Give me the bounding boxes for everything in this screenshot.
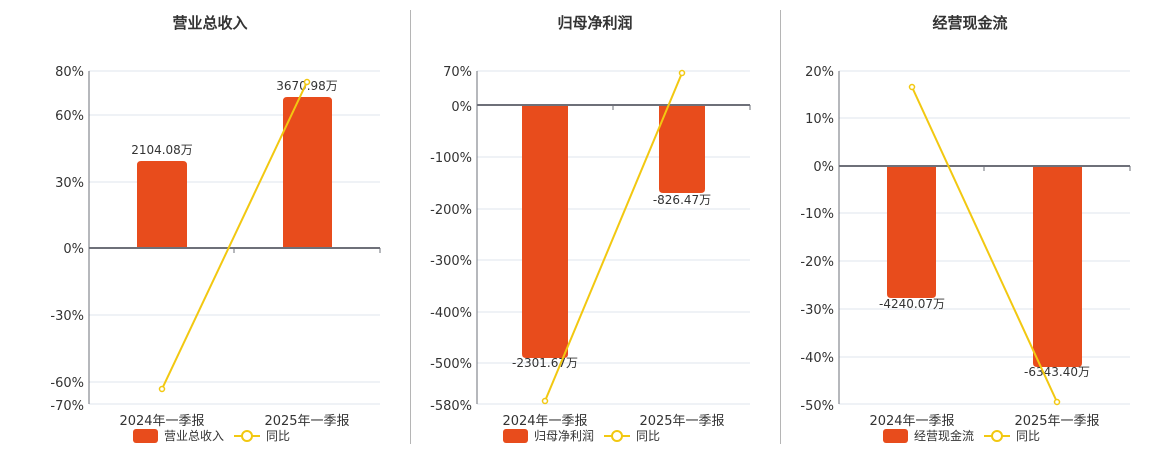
chart-panel-revenue: 营业总收入 80% 60% 30% 0% -30% -60% -70% 2104… — [0, 0, 400, 450]
legend-bar-swatch[interactable] — [133, 428, 158, 443]
yoy-line — [544, 72, 683, 402]
legend-bar-swatch[interactable] — [883, 428, 908, 443]
bar-label: -4240.07万 — [879, 297, 945, 311]
gridlines — [839, 70, 1130, 405]
legend-line-label[interactable]: 同比 — [266, 429, 291, 443]
svg-text:2024年一季报: 2024年一季报 — [869, 414, 954, 429]
svg-text:-300%: -300% — [430, 254, 472, 269]
legend-bar-label[interactable]: 归母净利润 — [534, 429, 595, 443]
legend-bar-swatch[interactable] — [503, 428, 528, 443]
svg-text:0%: 0% — [63, 242, 84, 257]
yoy-line — [161, 81, 308, 390]
svg-text:-40%: -40% — [800, 351, 834, 366]
svg-text:-100%: -100% — [430, 151, 472, 166]
svg-text:2024年一季报: 2024年一季报 — [119, 414, 204, 429]
y-axis-labels: 70% 0% -100% -200% -300% -400% -500% -58… — [430, 65, 472, 414]
bar-2025 — [1033, 166, 1082, 367]
svg-text:0%: 0% — [813, 160, 834, 175]
svg-text:20%: 20% — [805, 65, 834, 80]
svg-text:-400%: -400% — [430, 306, 472, 321]
chart-title: 经营现金流 — [932, 14, 1008, 32]
svg-text:-500%: -500% — [430, 357, 472, 372]
chart-panel-net-profit: 归母净利润 70% 0% -100% -200% -300% -400% -50… — [430, 14, 751, 444]
legend-line-icon[interactable] — [984, 429, 1011, 443]
svg-text:2025年一季报: 2025年一季报 — [639, 414, 724, 429]
bar-2025 — [283, 97, 332, 248]
svg-text:30%: 30% — [55, 176, 84, 191]
x-axis-labels: 2024年一季报 2025年一季报 — [119, 414, 349, 429]
svg-text:60%: 60% — [55, 109, 84, 124]
bar-2024 — [522, 105, 568, 358]
svg-text:2025年一季报: 2025年一季报 — [1014, 414, 1099, 429]
legend: 营业总收入 同比 — [133, 427, 290, 444]
chart-plot: 80% 60% 30% 0% -30% -60% -70% 2104.08万 3… — [50, 65, 381, 429]
panel-divider — [410, 10, 411, 444]
legend-line-icon[interactable] — [604, 429, 631, 443]
bar-2024 — [887, 166, 936, 298]
legend-line-label[interactable]: 同比 — [1016, 429, 1041, 443]
chart-title: 归母净利润 — [557, 14, 633, 32]
svg-text:70%: 70% — [443, 65, 472, 80]
legend: 经营现金流 同比 — [883, 427, 1040, 444]
svg-text:80%: 80% — [55, 65, 84, 80]
bar-2025 — [659, 105, 705, 193]
yoy-line — [911, 86, 1058, 403]
svg-text:-10%: -10% — [800, 207, 834, 222]
y-axis-labels: 80% 60% 30% 0% -30% -60% -70% — [50, 65, 84, 414]
bar-label: -826.47万 — [653, 193, 711, 207]
legend-bar-label[interactable]: 营业总收入 — [164, 429, 225, 443]
svg-text:-580%: -580% — [430, 399, 472, 414]
x-axis-labels: 2024年一季报 2025年一季报 — [502, 414, 724, 429]
svg-text:-70%: -70% — [50, 399, 84, 414]
svg-text:2025年一季报: 2025年一季报 — [264, 414, 349, 429]
legend: 归母净利润 同比 — [503, 427, 660, 444]
svg-text:-30%: -30% — [50, 309, 84, 324]
bar-label: 2104.08万 — [131, 143, 193, 157]
svg-text:-200%: -200% — [430, 203, 472, 218]
svg-text:10%: 10% — [805, 112, 834, 127]
y-axis-labels: 20% 10% 0% -10% -20% -30% -40% -50% — [800, 65, 834, 414]
bar-label: -6343.40万 — [1024, 365, 1090, 379]
x-axis-labels: 2024年一季报 2025年一季报 — [869, 414, 1099, 429]
svg-text:-30%: -30% — [800, 303, 834, 318]
legend-line-label[interactable]: 同比 — [636, 429, 661, 443]
chart-plot: 70% 0% -100% -200% -300% -400% -500% -58… — [430, 65, 751, 429]
svg-text:-60%: -60% — [50, 376, 84, 391]
legend-line-icon[interactable] — [234, 429, 261, 443]
svg-text:2024年一季报: 2024年一季报 — [502, 414, 587, 429]
svg-text:-50%: -50% — [800, 399, 834, 414]
svg-text:0%: 0% — [451, 100, 472, 115]
bar-label: 3670.98万 — [276, 79, 338, 93]
legend-bar-label[interactable]: 经营现金流 — [914, 429, 975, 443]
bar-2024 — [137, 161, 187, 248]
panel-divider — [780, 10, 781, 444]
svg-text:-20%: -20% — [800, 255, 834, 270]
chart-title: 营业总收入 — [172, 14, 248, 32]
